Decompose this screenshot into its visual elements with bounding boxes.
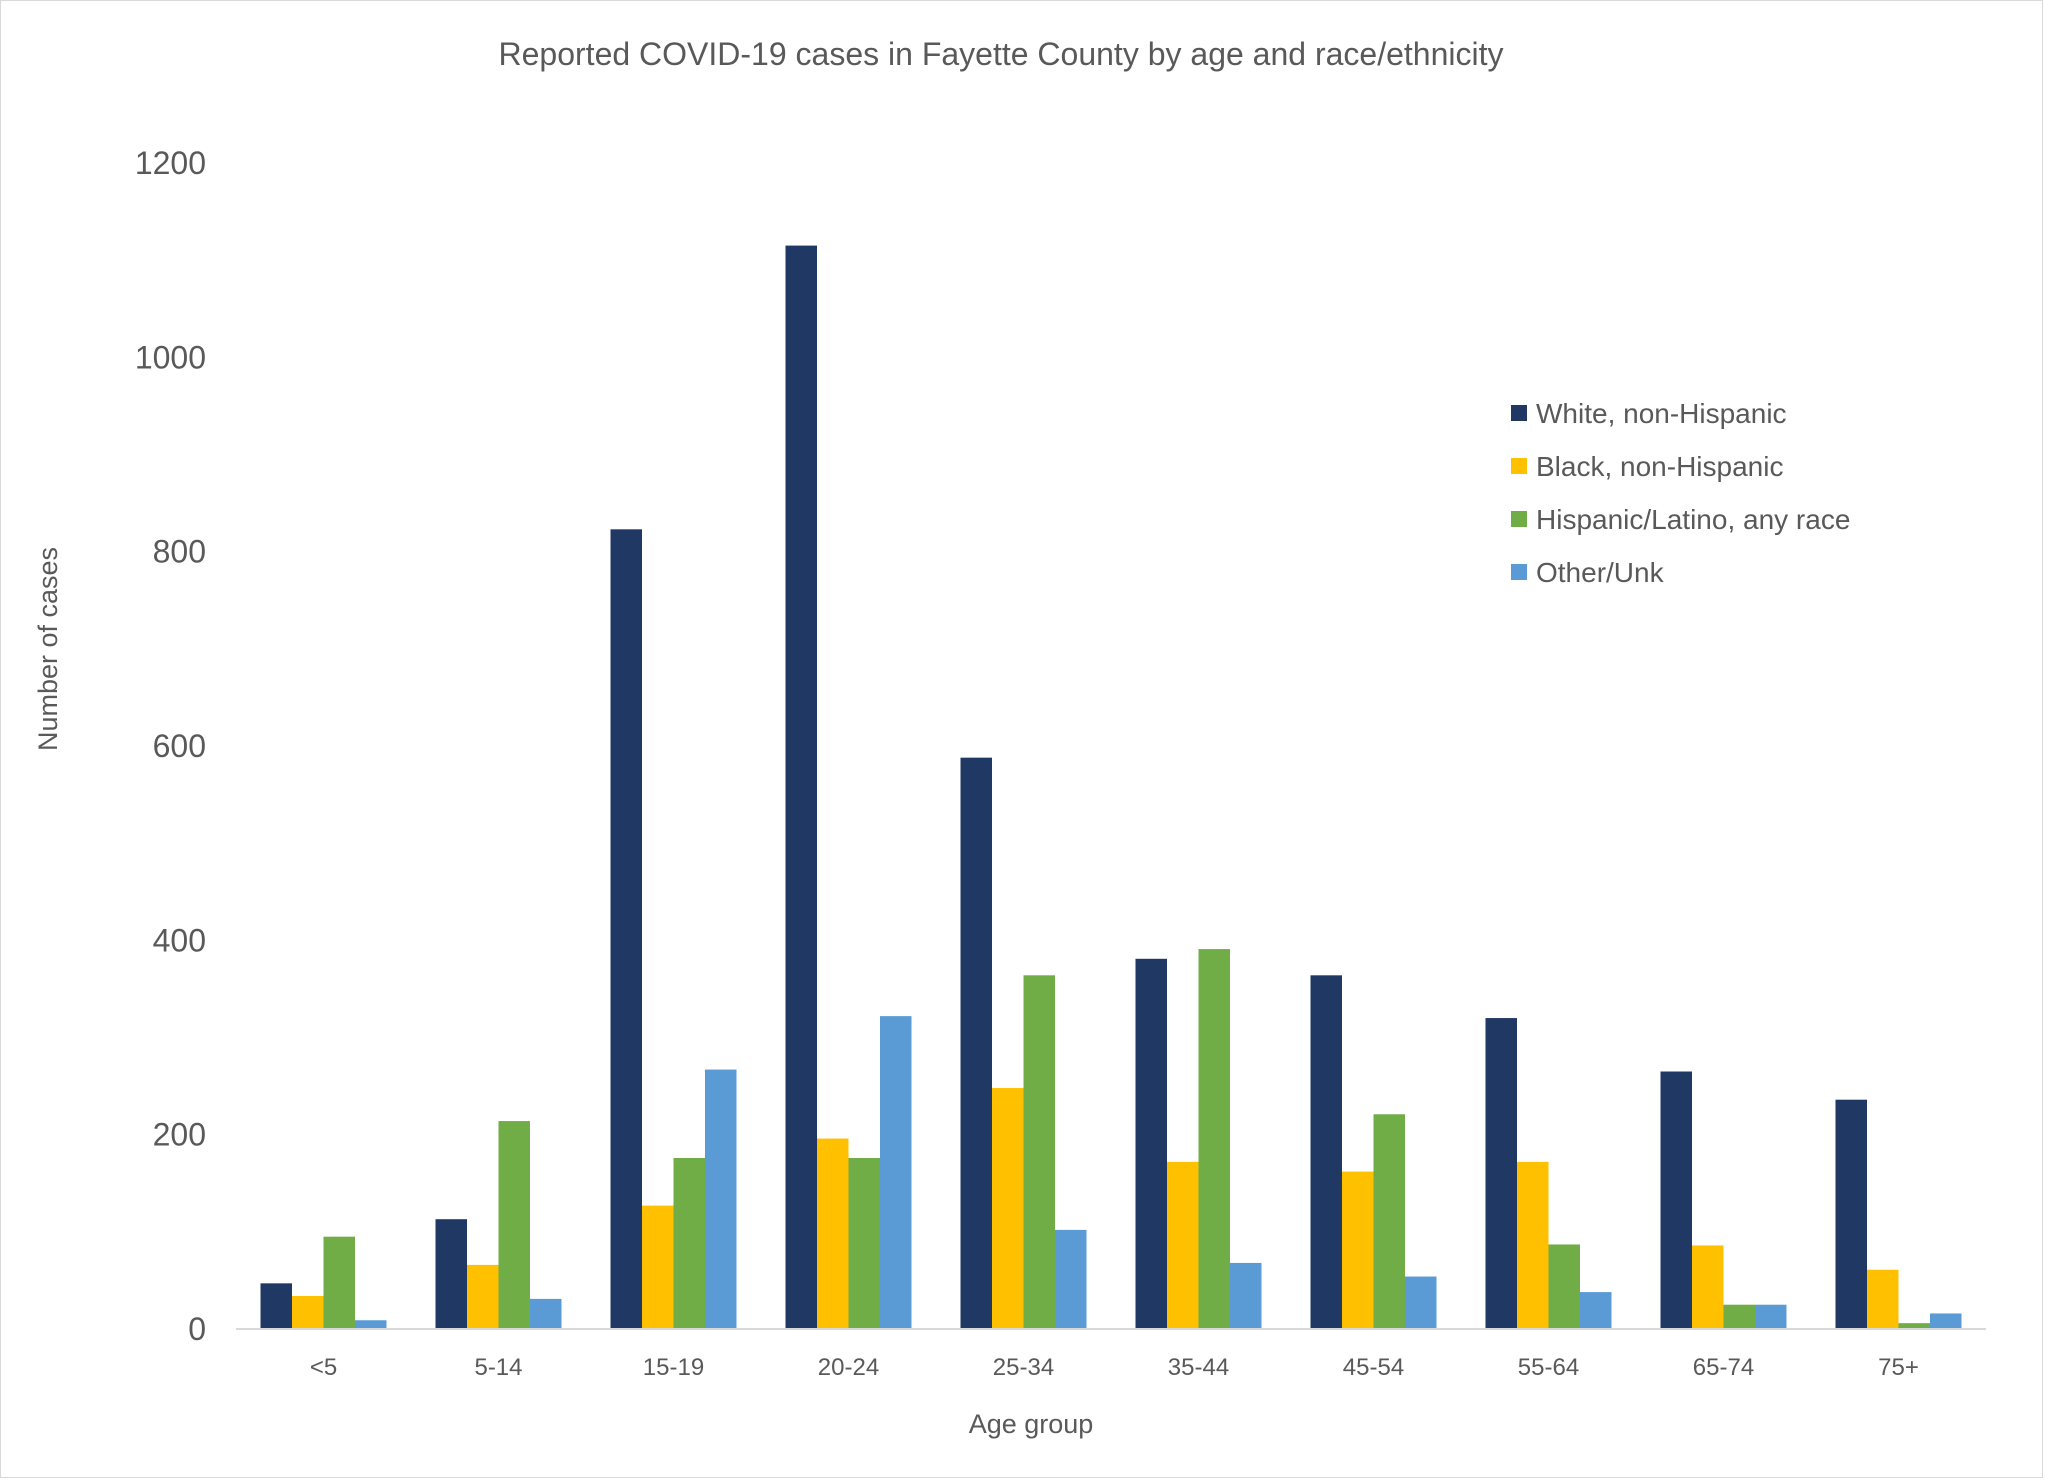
bar xyxy=(1055,1229,1087,1329)
bar xyxy=(1405,1276,1437,1329)
x-axis-label: Age group xyxy=(969,1409,1094,1439)
bar xyxy=(1517,1161,1549,1329)
bar xyxy=(1723,1304,1755,1329)
y-tick-label: 1000 xyxy=(135,339,206,375)
x-tick-label: 55-64 xyxy=(1518,1354,1579,1381)
x-tick-label: 35-44 xyxy=(1168,1354,1229,1381)
y-axis-ticks: 0 200 400 600 800 1000 1200 xyxy=(135,145,206,1347)
x-tick-label: 45-54 xyxy=(1343,1354,1404,1381)
bar xyxy=(467,1264,499,1329)
bar xyxy=(355,1320,387,1329)
bar xyxy=(1373,1114,1405,1329)
y-tick-label: 200 xyxy=(153,1117,206,1153)
x-tick-label: 15-19 xyxy=(643,1354,704,1381)
legend-label: Hispanic/Latino, any race xyxy=(1536,504,1850,535)
bar xyxy=(610,529,642,1329)
legend-label: Black, non-Hispanic xyxy=(1536,451,1783,482)
legend-label: Other/Unk xyxy=(1536,557,1665,588)
y-tick-label: 800 xyxy=(153,534,206,570)
bar xyxy=(1755,1304,1787,1329)
bar xyxy=(785,245,817,1329)
bar xyxy=(1310,975,1342,1329)
x-tick-label: 25-34 xyxy=(993,1354,1054,1381)
legend-swatch xyxy=(1511,405,1527,421)
bar xyxy=(642,1205,674,1329)
y-tick-label: 600 xyxy=(153,728,206,764)
bar xyxy=(1230,1262,1262,1329)
legend: White, non-Hispanic Black, non-Hispanic Hi… xyxy=(1511,398,1850,588)
bar xyxy=(323,1236,355,1329)
y-tick-label: 1200 xyxy=(135,145,206,181)
bar xyxy=(292,1295,324,1329)
legend-swatch xyxy=(1511,458,1527,474)
bar xyxy=(1485,1018,1517,1329)
x-tick-label: <5 xyxy=(310,1354,337,1381)
bar xyxy=(498,1121,530,1329)
bar xyxy=(435,1219,467,1329)
bar xyxy=(848,1157,880,1329)
bar xyxy=(1167,1161,1199,1329)
legend-swatch xyxy=(1511,511,1527,527)
bar xyxy=(1867,1269,1899,1329)
y-tick-label: 400 xyxy=(153,922,206,958)
bar xyxy=(1135,958,1167,1329)
bar xyxy=(1342,1171,1374,1329)
bar xyxy=(880,1016,912,1329)
x-tick-label: 5-14 xyxy=(474,1354,522,1381)
bar xyxy=(1548,1244,1580,1329)
bar xyxy=(1580,1292,1612,1329)
x-tick-label: 65-74 xyxy=(1693,1354,1754,1381)
bar xyxy=(1023,975,1055,1329)
bar xyxy=(673,1157,705,1329)
bar xyxy=(1198,949,1230,1329)
bar xyxy=(960,757,992,1329)
legend-swatch xyxy=(1511,564,1527,580)
bar xyxy=(1930,1313,1962,1329)
x-axis-ticks: <5 5-14 15-19 20-24 25-34 35-44 45-54 55-64 65-7… xyxy=(310,1354,1919,1381)
bar xyxy=(1898,1323,1930,1329)
chart-title: Reported COVID-19 cases in Fayette Count… xyxy=(499,36,1504,72)
bar xyxy=(992,1088,1024,1329)
bar xyxy=(1835,1099,1867,1329)
y-tick-label: 0 xyxy=(188,1311,206,1347)
legend-label: White, non-Hispanic xyxy=(1536,398,1787,429)
bar xyxy=(1660,1071,1692,1329)
bar xyxy=(260,1283,292,1329)
bars xyxy=(260,245,1962,1329)
bar xyxy=(530,1298,562,1329)
x-tick-label: 75+ xyxy=(1878,1354,1919,1381)
bar xyxy=(817,1138,849,1329)
bar xyxy=(705,1069,737,1329)
bar xyxy=(1692,1245,1724,1329)
x-tick-label: 20-24 xyxy=(818,1354,879,1381)
y-axis-label: Number of cases xyxy=(33,547,63,751)
